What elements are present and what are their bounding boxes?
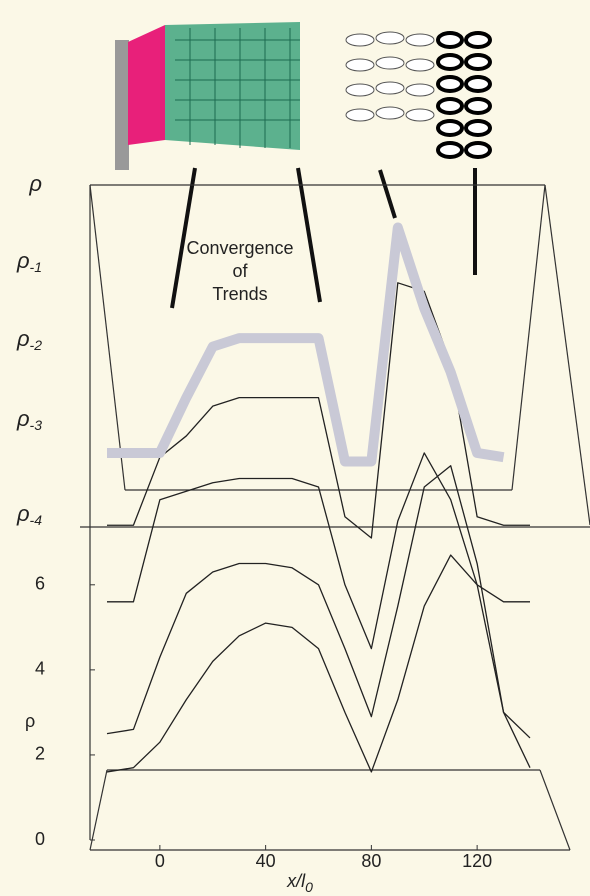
green-grid	[175, 28, 300, 148]
level-label: ρ-3	[16, 406, 42, 433]
level-label-sub: -4	[30, 512, 43, 528]
level-label-sub: -2	[30, 337, 43, 353]
level-label-main: ρ	[16, 248, 30, 273]
x-tick-label: 80	[361, 851, 381, 871]
series-line	[107, 222, 505, 467]
level-label: ρ-1	[16, 248, 42, 275]
x-axis-label-sub: 0	[305, 879, 313, 895]
annotation: of	[232, 261, 248, 281]
substrate	[115, 40, 129, 170]
x-axis-label-main: x/l	[286, 871, 306, 891]
annotation: Trends	[212, 284, 267, 304]
level-label-sub: -3	[30, 417, 43, 433]
annotation: Convergence	[186, 238, 293, 258]
pink-layer	[128, 25, 165, 145]
y-tick-label: 6	[35, 574, 45, 594]
x-tick-label: 0	[155, 851, 165, 871]
illustration	[115, 22, 492, 170]
level-label-main: ρ	[16, 501, 30, 526]
y-tick-label: 2	[35, 744, 45, 764]
green-molecules	[165, 22, 300, 150]
series-line	[107, 452, 530, 650]
y-tick-label: 0	[35, 829, 45, 849]
level-label-main: ρ	[28, 171, 42, 196]
level-label: ρ-2	[16, 326, 42, 353]
level-label-main: ρ	[16, 326, 30, 351]
y-axis-label: ρ	[25, 711, 35, 731]
x-tick-label: 40	[256, 851, 276, 871]
level-label: ρ	[28, 171, 42, 196]
x-tick-label: 120	[462, 851, 492, 871]
series-line	[106, 465, 531, 739]
level-label-sub: -1	[30, 259, 42, 275]
connector-lines	[170, 167, 477, 309]
level-label: ρ-4	[16, 501, 42, 528]
x-axis-label: x/l0	[286, 871, 313, 895]
series-line	[106, 554, 531, 773]
plot-frame	[80, 184, 590, 851]
y-tick-label: 4	[35, 659, 45, 679]
white-molecules	[345, 31, 435, 122]
black-rings	[436, 31, 492, 159]
level-label-main: ρ	[16, 406, 30, 431]
